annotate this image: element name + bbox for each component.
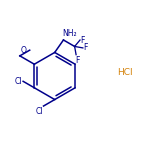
Text: F: F xyxy=(76,56,80,65)
Text: F: F xyxy=(83,43,88,52)
Text: Cl: Cl xyxy=(15,77,22,86)
Text: F: F xyxy=(80,36,85,45)
Text: HCl: HCl xyxy=(118,68,133,78)
Text: Cl: Cl xyxy=(35,107,43,116)
Text: NH₂: NH₂ xyxy=(63,29,77,38)
Text: O: O xyxy=(21,46,26,55)
